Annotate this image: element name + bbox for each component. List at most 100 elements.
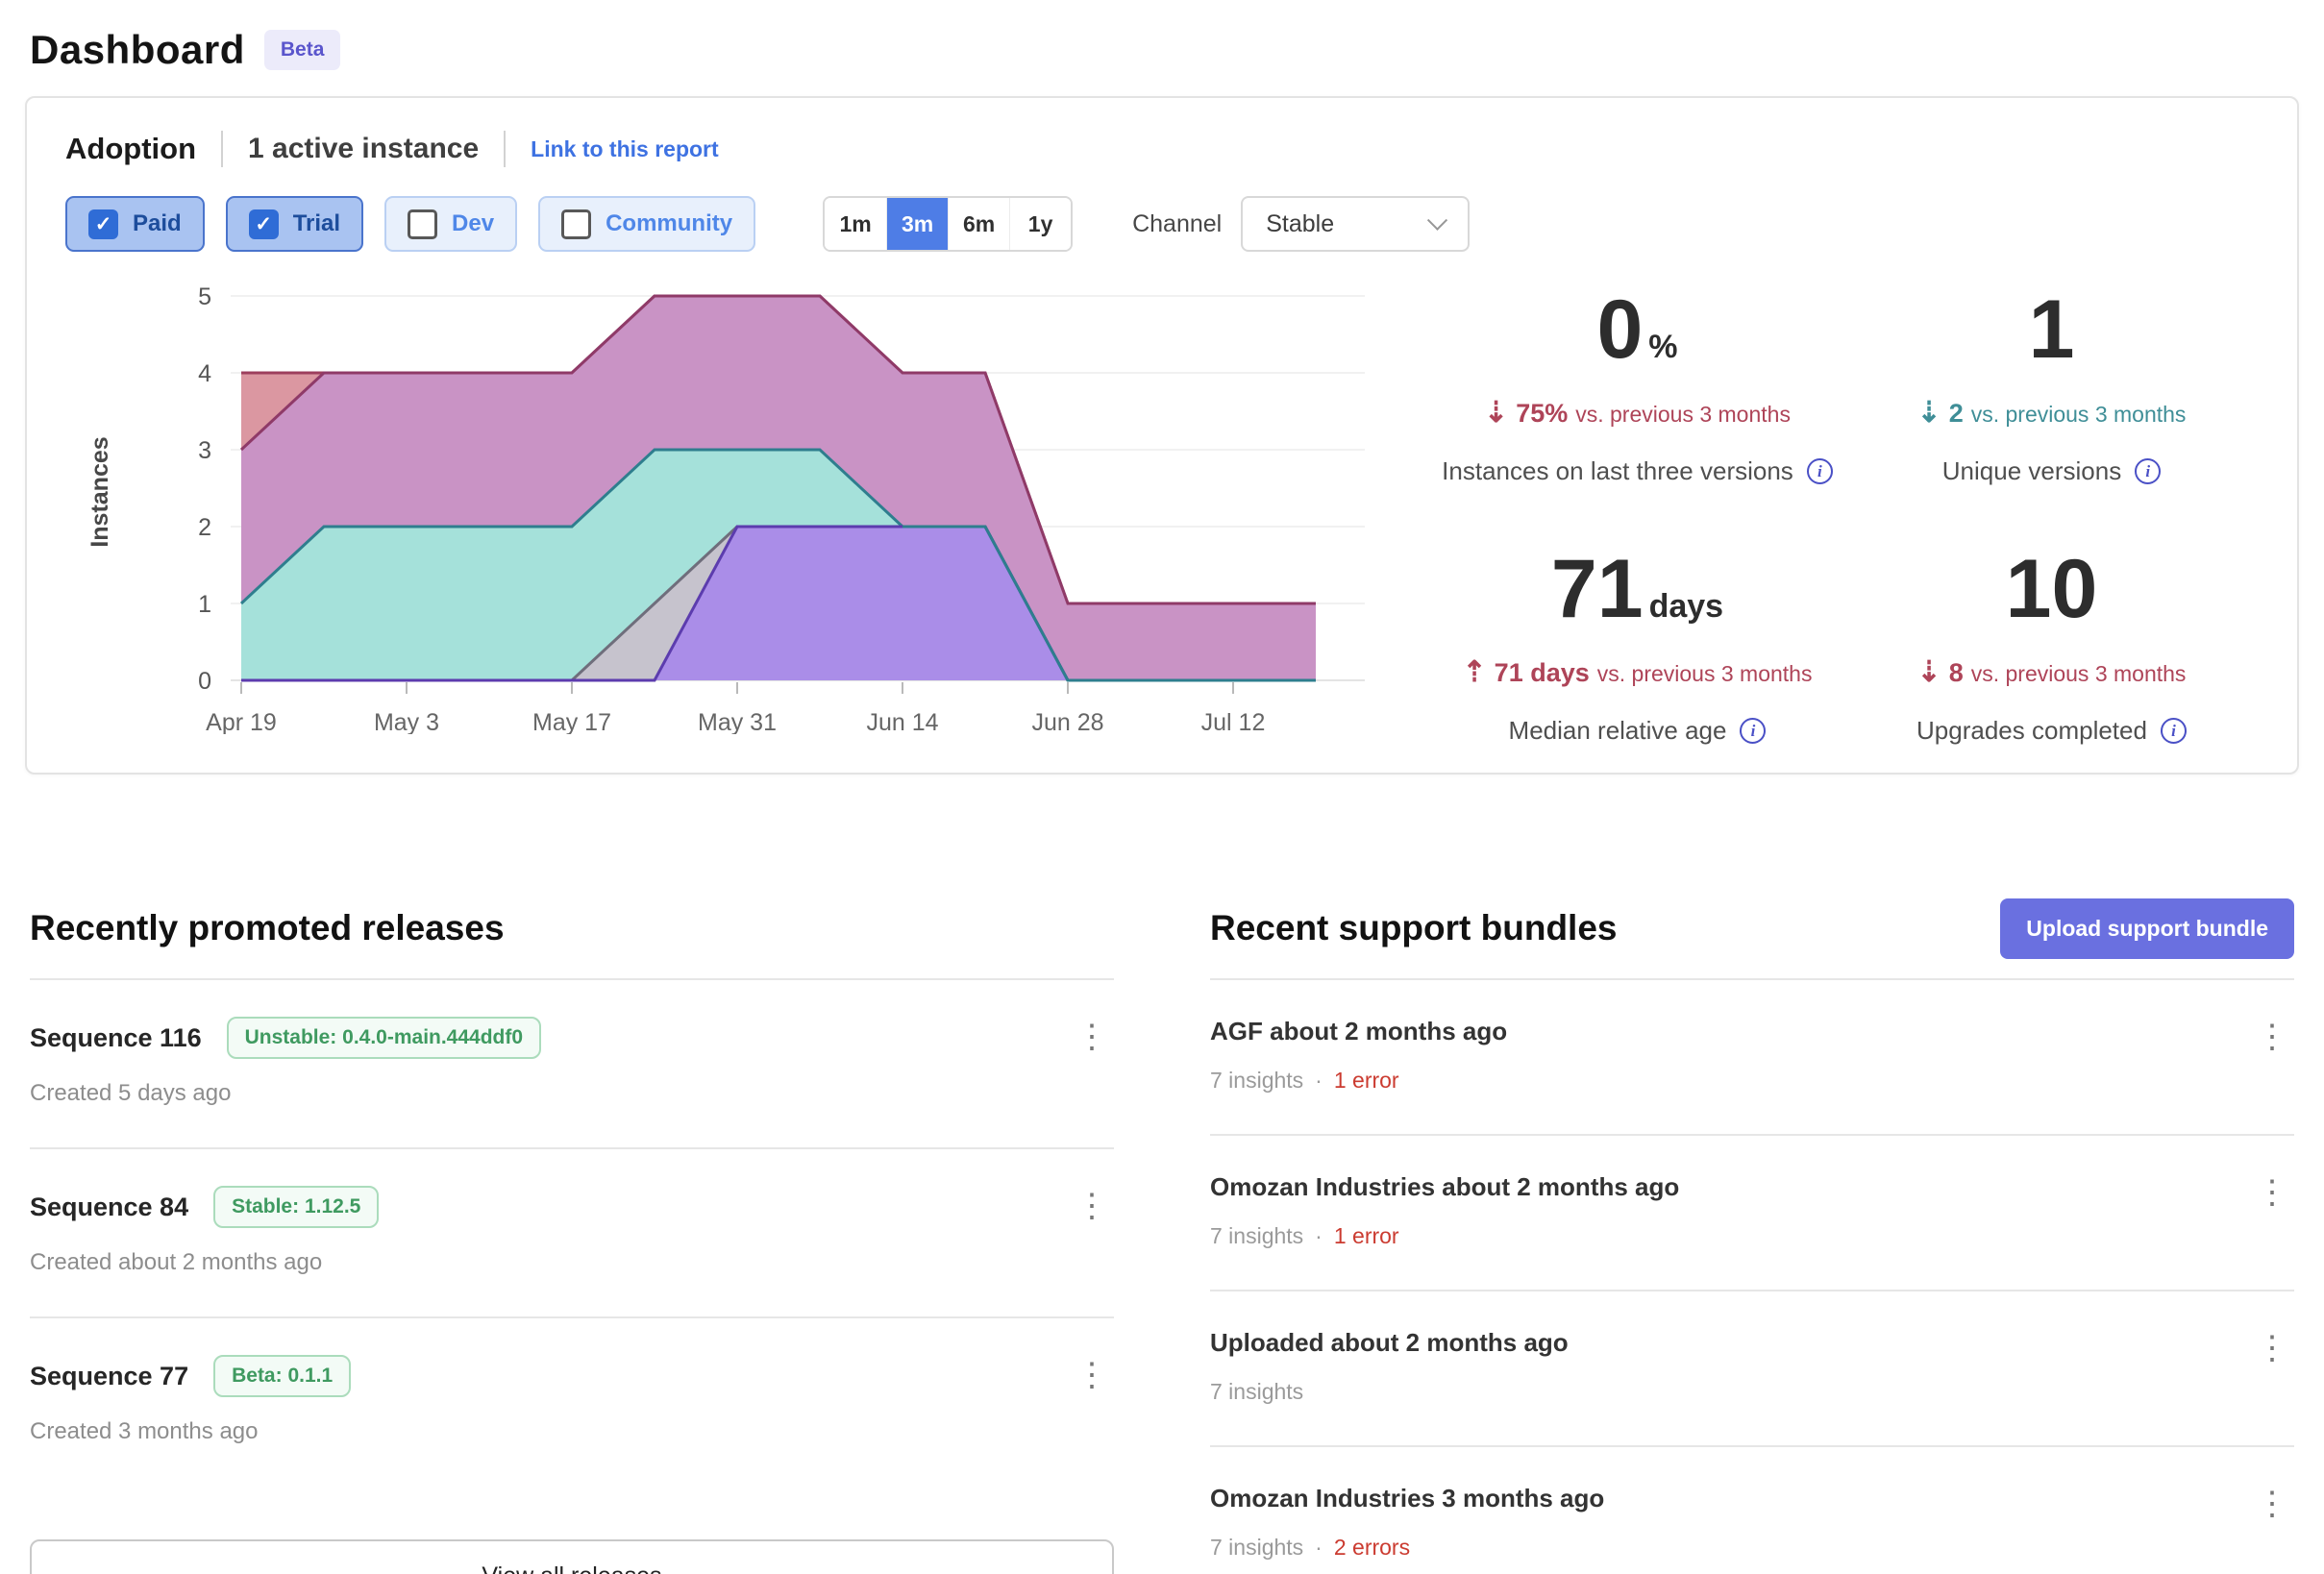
bundle-title[interactable]: Uploaded about 2 months ago [1210,1328,1569,1357]
stat-delta-suffix: vs. previous 3 months [1575,402,1791,427]
filter-chip-community[interactable]: Community [538,196,756,252]
stat-value: 1 [2028,283,2075,376]
svg-text:May 3: May 3 [374,709,439,734]
row-divider [1210,1134,2294,1136]
row-divider [1210,1445,2294,1447]
range-button-6m[interactable]: 6m [948,198,1010,250]
kebab-menu-icon[interactable]: ⋮ [1075,1357,1108,1393]
svg-text:1: 1 [198,591,211,618]
stat-delta: ⇣ 2 vs. previous 3 months [1844,396,2259,430]
filter-chip-trial[interactable]: ✓ Trial [225,196,364,252]
kebab-menu-icon[interactable]: ⋮ [1075,1188,1108,1224]
checkbox-unchecked-icon[interactable] [561,209,592,239]
info-icon[interactable]: i [1806,458,1833,484]
adoption-chart: 0 1 2 3 4 5 Instances Apr 19 May 3 May 17 May 31 Ju… [87,283,1365,736]
releases-heading: Recently promoted releases [30,908,505,947]
filter-chip-paid[interactable]: ✓ Paid [65,196,205,252]
kebab-menu-icon[interactable]: ⋮ [2256,1486,2288,1522]
release-row: Sequence 116 Unstable: 0.4.0-main.444ddf… [30,980,1114,1147]
svg-text:Apr 19: Apr 19 [206,709,277,734]
filter-chip-dev[interactable]: Dev [384,196,518,252]
meta-dot: · [1315,1068,1323,1093]
svg-text:May 17: May 17 [532,709,611,734]
range-button-1y[interactable]: 1y [1009,198,1072,250]
checkbox-checked-icon[interactable]: ✓ [88,209,118,239]
adoption-stats: 0% ⇣ 75% vs. previous 3 months Instances on … [1392,275,2259,746]
bundle-error-count: 2 errors [1333,1535,1411,1560]
bundle-title[interactable]: Omozan Industries 3 months ago [1210,1484,1605,1513]
stat-delta: ⇣ 8 vs. previous 3 months [1844,655,2259,689]
filter-chip-label: Community [606,210,733,236]
release-name[interactable]: Sequence 116 [30,1022,202,1052]
license-filter-group: ✓ Paid ✓ Trial Dev Community [65,196,777,252]
stat-cell: 1 ⇣ 2 vs. previous 3 months Unique versions i [1844,288,2259,486]
svg-text:2: 2 [198,514,211,541]
bundle-title[interactable]: AGF about 2 months ago [1210,1017,1508,1045]
beta-badge: Beta [263,30,341,70]
channel-label: Channel [1132,209,1223,237]
filter-chip-label: Trial [292,210,341,236]
filter-row: ✓ Paid ✓ Trial Dev Community 1m 3m 6m 1y Channel… [65,196,2259,252]
bundle-insights-count: 7 insights [1210,1068,1304,1093]
release-version-badge: Stable: 1.12.5 [213,1186,380,1228]
kebab-menu-icon[interactable]: ⋮ [2256,1019,2288,1055]
stat-unit: days [1648,588,1724,625]
header-separator [221,131,224,167]
info-icon[interactable]: i [1740,718,1767,744]
svg-text:Jul 12: Jul 12 [1201,709,1266,734]
release-row: Sequence 77 Beta: 0.1.1 Created 3 months… [30,1318,1114,1486]
svg-text:May 31: May 31 [698,709,777,734]
link-to-report[interactable]: Link to this report [531,135,719,161]
bundles-column: Recent support bundles Upload support bu… [1210,898,2294,1574]
chevron-down-icon [1427,209,1448,231]
page-header: Dashboard Beta [0,0,2324,96]
bundle-error-count: 1 error [1333,1068,1399,1093]
checkbox-unchecked-icon[interactable] [408,209,438,239]
adoption-card-header: Adoption 1 active instance Link to this … [65,131,2259,167]
kebab-menu-icon[interactable]: ⋮ [1075,1019,1108,1055]
channel-control: Channel Stable [1132,196,1471,252]
info-icon[interactable]: i [2160,718,2187,744]
trend-down-icon: ⇣ [1916,397,1941,429]
kebab-menu-icon[interactable]: ⋮ [2256,1174,2288,1211]
bundle-title[interactable]: Omozan Industries about 2 months ago [1210,1172,1680,1201]
svg-text:Instances: Instances [87,436,113,547]
stat-label: Upgrades completed i [1844,716,2259,746]
lower-columns: Recently promoted releases Sequence 116 … [25,898,2299,1574]
row-divider [30,1316,1114,1318]
bundle-insights-count: 7 insights [1210,1379,1304,1404]
checkbox-checked-icon[interactable]: ✓ [248,209,279,239]
release-name[interactable]: Sequence 77 [30,1361,189,1390]
bundle-error-count: 1 error [1333,1223,1399,1248]
stat-delta-value: 2 [1948,399,1964,428]
release-name[interactable]: Sequence 84 [30,1192,189,1221]
info-icon[interactable]: i [2135,458,2162,484]
row-divider [30,978,1114,980]
meta-dot: · [1315,1223,1323,1248]
stat-unit: % [1648,329,1678,365]
range-button-3m[interactable]: 3m [886,198,949,250]
bundles-heading: Recent support bundles [1210,908,1618,947]
svg-text:0: 0 [198,668,211,695]
stat-delta: ⇡ 71 days vs. previous 3 months [1430,655,1844,689]
release-created-text: Created 5 days ago [30,1080,232,1106]
releases-column: Recently promoted releases Sequence 116 … [30,898,1114,1574]
view-all-releases-button[interactable]: View all releases [30,1539,1114,1574]
bundle-row: Omozan Industries about 2 months ago 7 i… [1210,1136,2294,1290]
svg-text:Jun 28: Jun 28 [1031,709,1103,734]
releases-list: Sequence 116 Unstable: 0.4.0-main.444ddf… [30,978,1114,1486]
adoption-card: Adoption 1 active instance Link to this … [25,96,2299,775]
kebab-menu-icon[interactable]: ⋮ [2256,1330,2288,1366]
stat-delta-value: 8 [1948,658,1964,687]
range-button-1m[interactable]: 1m [825,198,887,250]
stat-label: Median relative age i [1430,716,1844,746]
stat-label: Unique versions i [1844,456,2259,486]
adoption-title: Adoption [65,132,197,165]
bundle-insights-count: 7 insights [1210,1223,1304,1248]
svg-text:5: 5 [198,283,211,310]
channel-select[interactable]: Stable [1241,196,1471,252]
row-divider [1210,978,2294,980]
time-range-group: 1m 3m 6m 1y [823,196,1074,252]
filter-chip-label: Dev [452,210,495,236]
upload-support-bundle-button[interactable]: Upload support bundle [2000,898,2294,959]
